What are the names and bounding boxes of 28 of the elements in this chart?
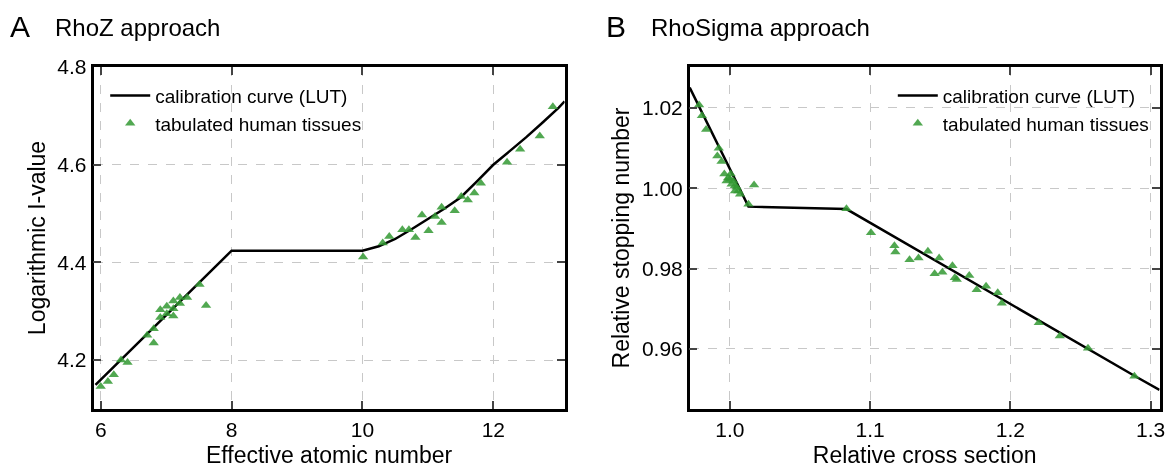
chart-title: RhoZ approach [55,14,221,41]
text: B [606,10,627,43]
y-tick-label: 4.2 [57,348,87,372]
legend-label: calibration curve (LUT) [942,85,1135,107]
legend-label: calibration curve (LUT) [155,85,348,107]
text: A [10,10,31,43]
x-tick-label: 1.1 [855,417,885,441]
legend-label: tabulated human tissues [942,113,1149,135]
x-tick-label: 12 [481,417,505,441]
y-tick-label: 4.4 [57,250,87,274]
x-tick-label: 1.0 [715,417,745,441]
y-tick-label: 4.6 [57,153,87,177]
y-tick-label: 1.02 [641,96,683,120]
y-axis-title: Relative stopping number [608,107,635,369]
y-tick-label: 0.96 [641,337,683,361]
x-tick-label: 10 [350,417,375,441]
x-tick-label: 6 [94,417,107,441]
y-tick-label: 0.98 [641,256,683,280]
legend-label: tabulated human tissues [155,113,362,135]
x-tick-label: 1.2 [995,417,1025,441]
x-tick-label: 8 [225,417,238,441]
x-tick-label: 1.3 [1135,417,1166,441]
chart-title: RhoSigma approach [651,14,870,41]
y-tick-label: 4.8 [57,55,87,79]
y-tick-label: 1.00 [641,176,683,200]
x-axis-title: Relative cross section [812,442,1037,469]
y-axis-title: Logarithmic I-value [23,140,50,336]
x-axis-title: Effective atomic number [205,442,453,469]
